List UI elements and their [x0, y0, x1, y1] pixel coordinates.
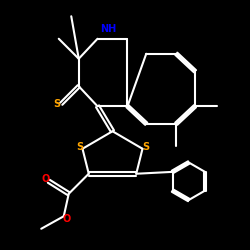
- Text: S: S: [142, 142, 149, 152]
- Text: S: S: [76, 142, 83, 152]
- Text: NH: NH: [100, 24, 117, 34]
- Text: S: S: [53, 99, 60, 109]
- Text: O: O: [42, 174, 50, 184]
- Text: O: O: [62, 214, 71, 224]
